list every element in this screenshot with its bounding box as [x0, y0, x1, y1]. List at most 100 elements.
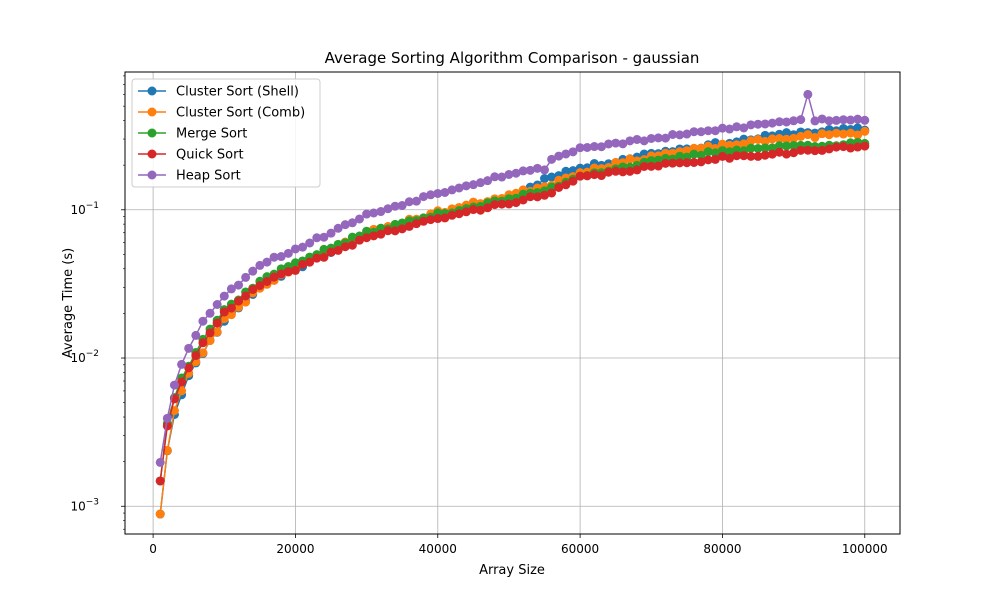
- data-point: [262, 277, 272, 286]
- data-point: [490, 172, 500, 182]
- data-point: [319, 244, 329, 254]
- data-point: [611, 166, 621, 176]
- data-point: [689, 157, 699, 167]
- data-point: [781, 128, 791, 138]
- data-point: [710, 154, 720, 164]
- data-point: [547, 172, 557, 182]
- data-point: [440, 213, 450, 223]
- data-point: [404, 221, 414, 231]
- data-point: [604, 167, 614, 177]
- data-point: [696, 157, 706, 167]
- data-point: [483, 203, 493, 213]
- series-4: [155, 141, 870, 486]
- data-point: [611, 157, 621, 167]
- data-point: [646, 133, 656, 143]
- data-point: [824, 144, 834, 154]
- data-point: [725, 140, 735, 150]
- data-point: [639, 161, 649, 171]
- data-point: [604, 139, 614, 149]
- data-point: [696, 127, 706, 137]
- data-point: [419, 216, 429, 226]
- data-point: [177, 377, 187, 387]
- data-point: [703, 147, 713, 157]
- data-point: [767, 118, 777, 128]
- data-point: [853, 142, 863, 152]
- data-point: [447, 185, 457, 195]
- data-point: [703, 126, 713, 136]
- data-point: [219, 307, 229, 317]
- data-point: [632, 134, 642, 144]
- data-point: [739, 151, 749, 161]
- data-point: [333, 245, 343, 255]
- data-point: [226, 284, 236, 294]
- data-point: [661, 133, 671, 143]
- data-point: [397, 200, 407, 210]
- data-point: [362, 226, 372, 236]
- data-point: [682, 129, 692, 139]
- y-tick-label: 10−2: [70, 349, 99, 365]
- data-point: [767, 149, 777, 159]
- data-point: [362, 209, 372, 219]
- data-point: [760, 119, 770, 129]
- data-point: [212, 318, 222, 328]
- data-point: [789, 116, 799, 126]
- data-point: [774, 141, 784, 151]
- data-point: [789, 133, 799, 143]
- data-point: [831, 115, 841, 125]
- data-point: [283, 248, 293, 258]
- series-layer: [155, 89, 870, 519]
- plot-frame: [124, 71, 901, 535]
- data-point: [198, 316, 208, 326]
- data-point: [376, 229, 386, 239]
- data-point: [504, 169, 514, 179]
- data-point: [433, 214, 443, 224]
- data-point: [454, 183, 464, 193]
- data-point: [411, 196, 421, 206]
- legend-marker: [147, 86, 157, 96]
- data-point: [390, 219, 400, 229]
- data-point: [290, 244, 300, 254]
- data-point: [475, 205, 485, 215]
- data-point: [184, 343, 194, 353]
- data-point: [746, 151, 756, 161]
- data-point: [568, 147, 578, 157]
- data-point: [732, 151, 742, 161]
- data-point: [212, 327, 222, 337]
- y-tick-label: 10−3: [70, 497, 99, 513]
- data-point: [177, 359, 187, 369]
- data-point: [589, 170, 599, 180]
- data-point: [390, 226, 400, 236]
- data-point: [575, 171, 585, 181]
- data-point: [169, 380, 179, 390]
- data-point: [653, 133, 663, 143]
- data-point: [838, 115, 848, 125]
- data-point: [753, 135, 763, 144]
- data-point: [575, 143, 585, 153]
- data-point: [205, 328, 215, 338]
- data-point: [753, 143, 763, 153]
- data-point: [639, 136, 649, 146]
- data-point: [497, 199, 507, 209]
- data-point: [561, 149, 571, 159]
- data-point: [696, 150, 706, 160]
- data-point: [746, 120, 756, 130]
- data-point: [333, 223, 343, 233]
- data-point: [305, 257, 315, 267]
- data-point: [376, 207, 386, 217]
- data-point: [497, 172, 507, 182]
- data-point: [290, 258, 300, 268]
- data-point: [234, 296, 244, 306]
- data-point: [262, 257, 272, 267]
- data-point: [710, 126, 720, 136]
- data-point: [746, 136, 756, 146]
- data-point: [483, 176, 493, 186]
- data-point: [774, 134, 784, 144]
- data-point: [760, 150, 770, 160]
- data-point: [305, 238, 315, 248]
- data-point: [675, 151, 685, 161]
- data-point: [547, 188, 557, 198]
- legend-marker: [147, 107, 157, 117]
- data-point: [625, 154, 635, 164]
- data-point: [290, 265, 300, 275]
